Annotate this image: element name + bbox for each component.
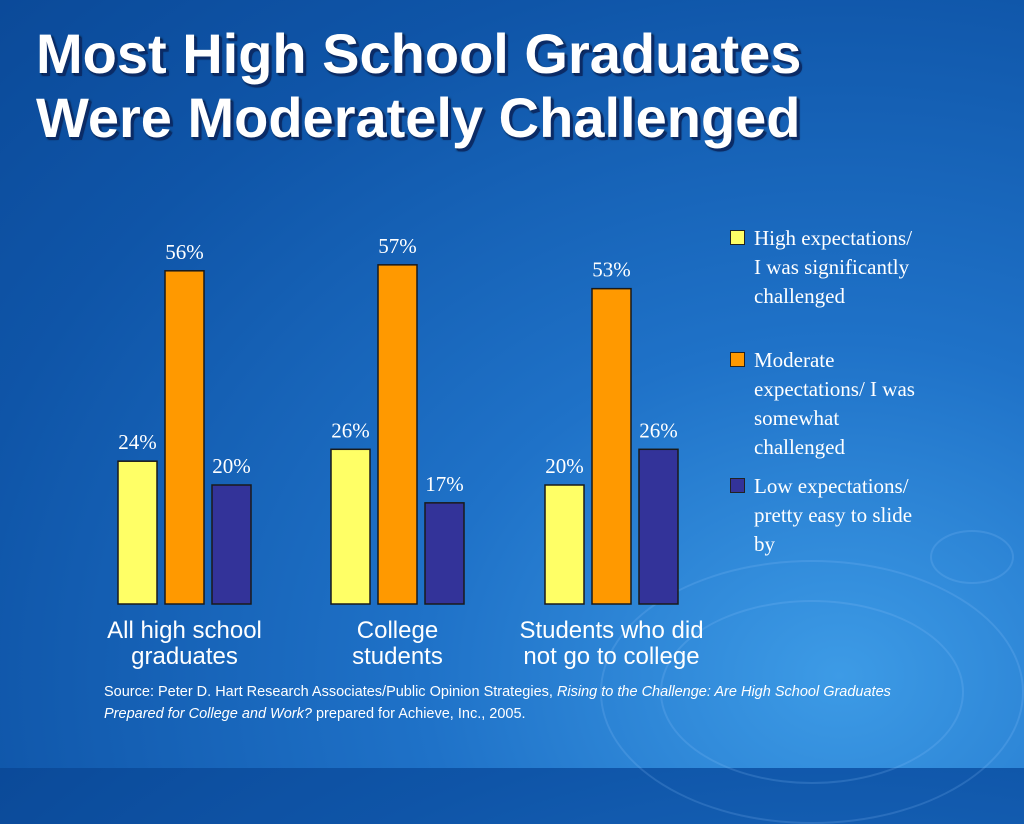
legend-line-2-2: by <box>754 532 775 556</box>
data-label-2-1: 53% <box>592 258 631 282</box>
legend-line-1-1: expectations/ I was <box>754 377 915 401</box>
legend-label-low: Low expectations/pretty easy to slide by <box>754 472 912 559</box>
source-note: Source: Peter D. Hart Research Associate… <box>104 681 924 725</box>
category-label-0-1: graduates <box>131 643 238 670</box>
legend-line-2-0: Low expectations/ <box>754 474 909 498</box>
legend-line-0-2: challenged <box>754 284 845 308</box>
data-label-2-2: 26% <box>639 418 678 442</box>
legend-swatch-low <box>730 478 745 493</box>
data-label-0-2: 20% <box>212 454 251 478</box>
category-label-1-0: College <box>357 617 438 644</box>
category-label-0-0: All high school <box>107 617 262 644</box>
data-label-2-0: 20% <box>545 454 584 478</box>
legend-line-1-0: Moderate <box>754 348 835 372</box>
data-label-1-1: 57% <box>378 234 417 258</box>
data-label-1-2: 17% <box>425 472 464 496</box>
legend-label-high: High expectations/I was significantly cha… <box>754 224 912 311</box>
legend-item-low: Low expectations/pretty easy to slide by <box>730 472 970 559</box>
legend-line-2-1: pretty easy to slide <box>754 503 913 527</box>
legend-label-moderate: Moderate expectations/ I was somewhat chall… <box>754 346 915 462</box>
bar-0-1 <box>164 270 205 605</box>
legend-item-moderate: Moderate expectations/ I was somewhat chall… <box>730 346 970 462</box>
category-label-2-1: not go to college <box>523 643 699 670</box>
bar-2-2 <box>638 448 679 605</box>
legend-swatch-moderate <box>730 352 745 367</box>
legend-line-1-3: challenged <box>754 435 845 459</box>
bar-1-2 <box>424 502 465 605</box>
bar-1-1 <box>377 264 418 605</box>
legend-item-high: High expectations/I was significantly cha… <box>730 224 970 311</box>
legend-line-0-1: I was significantly <box>754 255 910 279</box>
bar-2-0 <box>544 484 585 605</box>
data-label-0-0: 24% <box>118 430 157 454</box>
data-label-1-0: 26% <box>331 418 370 442</box>
legend-line-1-2: somewhat <box>754 406 840 430</box>
source-title: Rising to the Challenge: Are High School… <box>104 684 891 722</box>
bar-2-1 <box>591 287 632 605</box>
source-prefix: Source: Peter D. Hart Research Associate… <box>104 684 557 700</box>
background-swirl <box>930 530 1014 584</box>
title-line-1: Most High School Graduates <box>36 22 802 85</box>
category-label-2-0: Students who did <box>519 617 703 644</box>
bar-0-2 <box>211 484 252 605</box>
title-line-2: Were Moderately Challenged <box>36 86 801 149</box>
bar-1-0 <box>330 448 371 605</box>
bar-0-0 <box>117 460 158 605</box>
category-label-1-1: students <box>352 643 443 670</box>
legend-swatch-high <box>730 230 745 245</box>
slide-title: Most High School Graduates Were Moderate… <box>36 22 1006 150</box>
legend-line-0-0: High expectations/ <box>754 226 913 250</box>
data-label-0-1: 56% <box>165 240 204 264</box>
source-suffix: prepared for Achieve, Inc., 2005. <box>311 706 526 722</box>
